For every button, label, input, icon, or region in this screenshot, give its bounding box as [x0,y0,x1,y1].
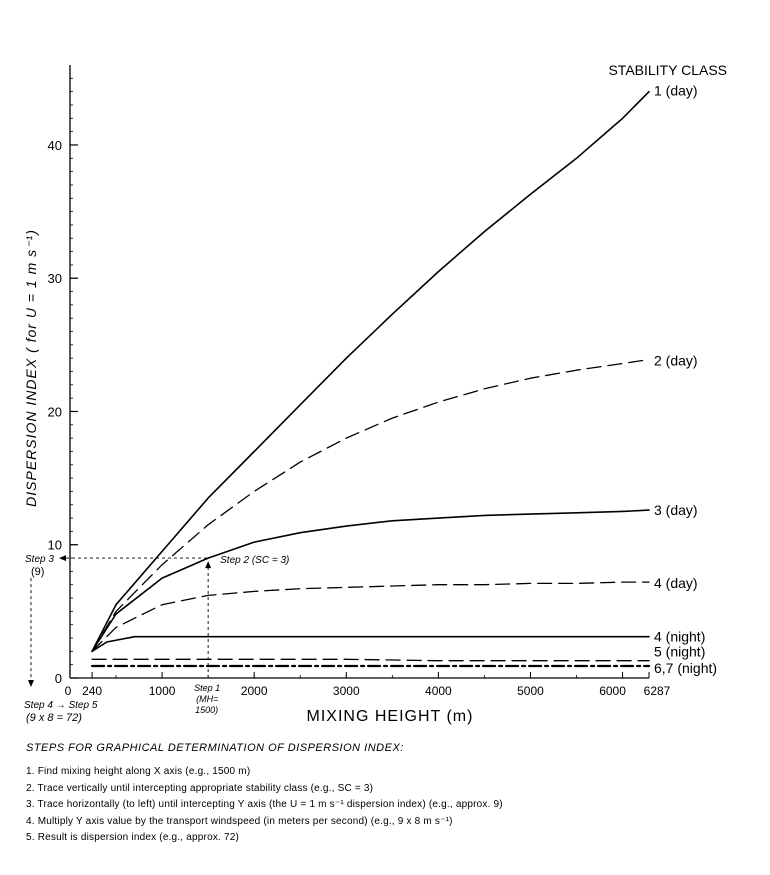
step2-label: Step 2 (SC = 3) [220,555,289,566]
x-tick-label: 1000 [149,684,176,698]
x-tick-label: 2000 [241,684,268,698]
y-tick-label: 0 [55,671,62,686]
x-tick-label: 4000 [425,684,452,698]
step45-label: Step 4 → Step 5 [24,700,98,711]
series-label-7: 6,7 (night) [654,660,717,676]
series-line-5 [91,635,650,653]
step3-arrowhead [59,555,66,562]
y-tick-label: 40 [48,138,62,153]
step1-value: 1500) [195,705,218,715]
x-axis-label: MIXING HEIGHT (m) [307,708,474,725]
series-line-4 [91,581,650,652]
step-item-2: 2. Trace vertically until intercepting a… [26,782,374,794]
series-line-2 [91,358,650,652]
step-item-1: 1. Find mixing height along X axis (e.g.… [26,766,251,777]
step3-value: (9) [31,566,44,578]
steps-list: 1. Find mixing height along X axis (e.g.… [26,764,746,847]
series-line-1 [91,90,650,653]
series-label-4: 4 (day) [654,575,698,591]
series-label-3: 3 (day) [654,502,698,518]
step1-arrowhead [205,561,212,569]
series-label-2: 2 (day) [654,353,698,369]
y-axis-label: DISPERSION INDEX ( for U = 1 m s⁻¹) [23,229,39,507]
step-item-3: 3. Trace horizontally (to left) until in… [26,799,503,810]
x-tick-label: 3000 [333,684,360,698]
step1-label: Step 1 [194,683,220,693]
x-tick-label: 6287 [644,684,671,698]
annotation-layer: Step 3(9) Step 2 (SC = 3) Step 1(MH=1500) S… [24,554,289,724]
series-label-5: 4 (night) [654,629,705,645]
series-line-6 [91,658,650,662]
legend-title: STABILITY CLASS [608,62,727,78]
step-item-4: 4. Multiply Y axis value by the transpor… [26,815,453,827]
step4-arrowhead [28,680,34,687]
x-tick-label: 0 [65,684,72,698]
y-tick-label: 30 [48,271,62,286]
step-item-5: 5. Result is dispersion index (e.g., app… [26,832,240,843]
step45-calc: (9 x 8 = 72) [26,712,82,724]
dispersion-index-chart: 0 10 20 30 40 0 240 1000 2000 3000 4000 5000 6000 628… [23,62,727,725]
series-label-1: 1 (day) [654,83,698,99]
steps-panel: STEPS FOR GRAPHICAL DETERMINATION OF DIS… [26,742,746,847]
steps-title: STEPS FOR GRAPHICAL DETERMINATION OF DIS… [26,742,404,754]
axes-layer: 0 10 20 30 40 0 240 1000 2000 3000 4000 5000 6000 628… [48,65,671,698]
x-tick-label: 5000 [517,684,544,698]
x-tick-label: 6000 [599,684,626,698]
y-tick-label: 10 [48,538,62,553]
series-layer: 1 (day) 2 (day) 3 (day) 4 (day) 4 (night)5 (… [91,83,717,676]
step3-label: Step 3 [25,554,54,565]
series-line-3 [91,509,650,653]
y-tick-label: 20 [48,404,62,419]
step1-mh-label: (MH= [196,694,218,704]
x-tick-label: 240 [82,684,102,698]
series-label-6: 5 (night) [654,643,705,659]
